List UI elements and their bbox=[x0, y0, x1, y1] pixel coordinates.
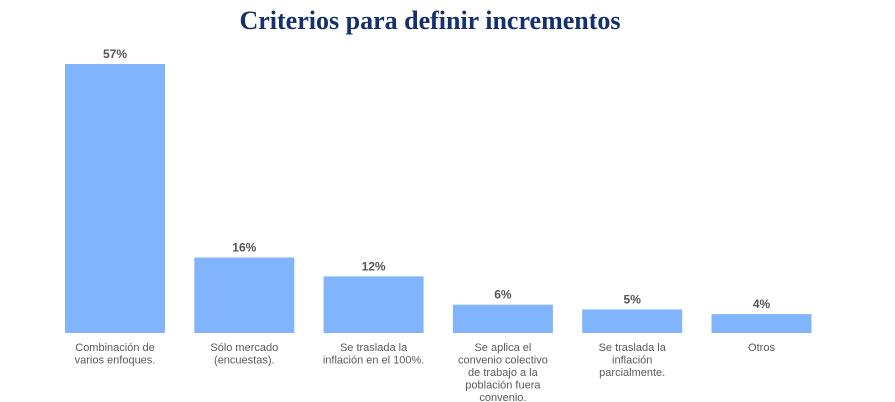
data-label-5: 4% bbox=[753, 297, 771, 311]
data-label-4: 5% bbox=[624, 292, 642, 306]
category-label-4: Se traslada la inflación parcialmente. bbox=[599, 342, 667, 379]
category-label-1: Sólo mercado (encuestas). bbox=[210, 342, 278, 367]
category-label-0: Combinación de varios enfoques. bbox=[75, 342, 156, 367]
data-label-2: 12% bbox=[362, 259, 386, 273]
bar-4 bbox=[582, 309, 683, 333]
bar-2 bbox=[323, 276, 424, 333]
bar-1 bbox=[194, 257, 295, 333]
bar-3 bbox=[452, 304, 553, 333]
bar-0 bbox=[65, 64, 165, 333]
data-label-0: 57% bbox=[103, 47, 127, 61]
data-label-3: 6% bbox=[494, 288, 512, 302]
category-label-2: Se traslada la inflación en el 100%. bbox=[323, 342, 425, 367]
bar-5 bbox=[711, 314, 812, 333]
chart-title: Criterios para definir incrementos bbox=[239, 6, 621, 35]
data-label-1: 16% bbox=[232, 240, 256, 254]
category-label-5: Otros bbox=[748, 342, 775, 354]
category-label-3: Se aplica el convenio colectivo de trabajo… bbox=[458, 342, 548, 402]
